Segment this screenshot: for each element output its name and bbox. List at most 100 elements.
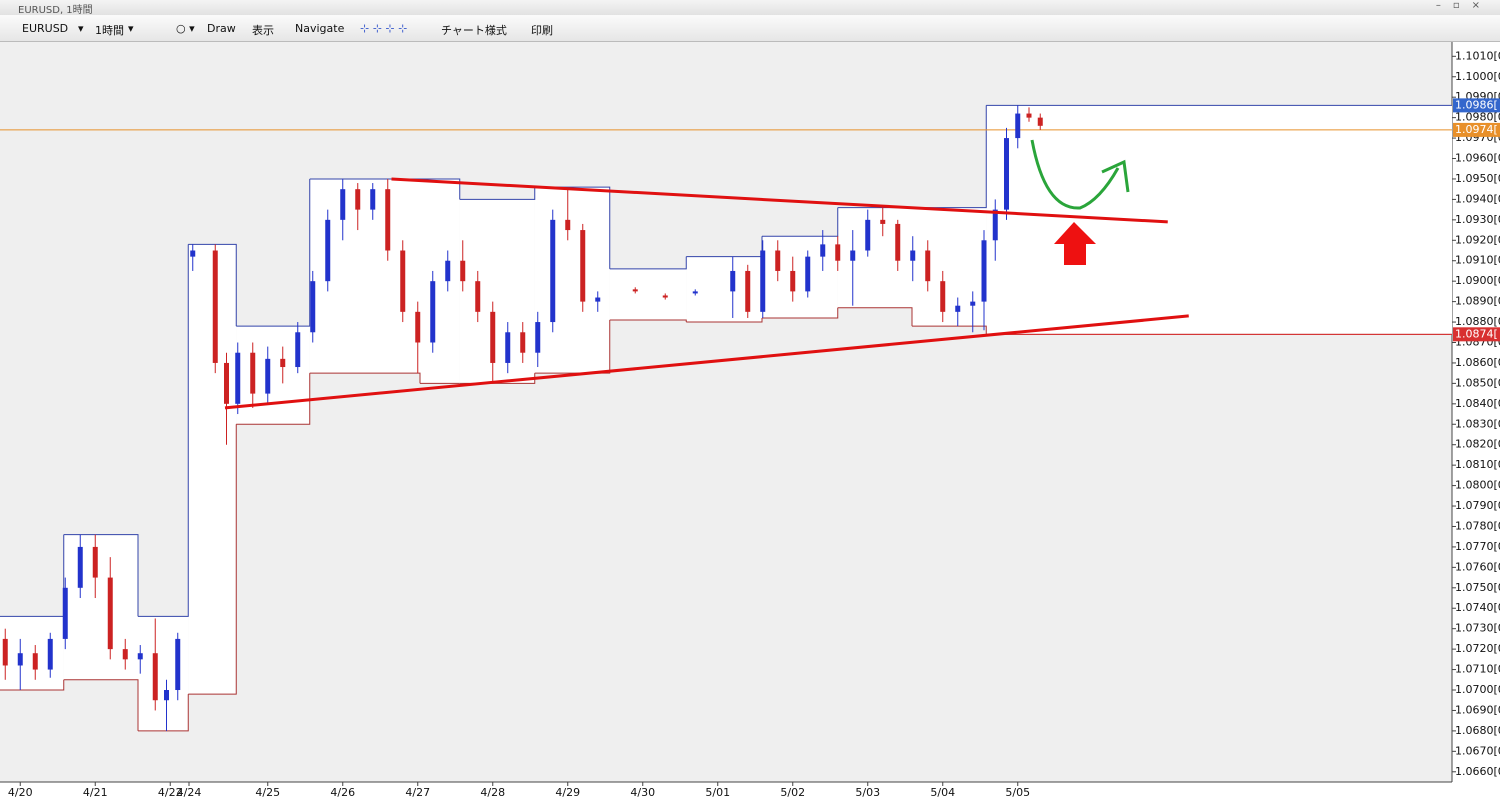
- y-tick-label: 1.0700[0: [1455, 683, 1500, 696]
- candle-body: [955, 305, 961, 312]
- print-menu[interactable]: 印刷: [531, 24, 553, 37]
- y-tick-label: 1.0980[0: [1455, 111, 1500, 124]
- x-tick-label: 5/03: [855, 786, 880, 799]
- channel-lower: [686, 317, 763, 323]
- y-tick-label: 1.0730[0: [1455, 622, 1500, 635]
- candle-body: [730, 270, 736, 292]
- candle-body: [595, 297, 601, 302]
- navigate-menu[interactable]: Navigate: [295, 22, 345, 35]
- candle-body: [475, 281, 481, 312]
- candle-body: [460, 260, 466, 282]
- channel-fill: [0, 616, 64, 691]
- candle-body: [175, 638, 181, 691]
- channel-lower: [534, 320, 611, 374]
- y-tick-label: 1.0690[0: [1455, 703, 1500, 716]
- symbol-select[interactable]: EURUSD: [22, 22, 69, 35]
- candle-body: [580, 230, 586, 302]
- channel-lower: [188, 424, 237, 695]
- candle-body: [280, 358, 286, 368]
- y-tick-label: 1.0780[0: [1455, 519, 1500, 532]
- channel-fill: [686, 256, 762, 323]
- candle-body: [295, 332, 301, 368]
- candle-body: [880, 219, 886, 224]
- x-tick-label: 4/21: [83, 786, 108, 799]
- candle-body: [505, 332, 511, 363]
- channel-fill: [534, 187, 610, 374]
- candle-body: [760, 250, 766, 312]
- price-level-box: [1453, 122, 1500, 137]
- candle-body: [1004, 138, 1009, 210]
- dropdown-arrow[interactable]: ▾: [78, 22, 84, 35]
- channel-lower: [762, 307, 839, 319]
- candle-body: [47, 638, 53, 670]
- channel-upper: [459, 187, 536, 200]
- trendline: [391, 177, 1168, 224]
- toolbar: EURUSD ▾ 1時間 ▾ ○ ▾ Draw 表示 Navigate ⊹ ⊹ …: [0, 15, 1500, 42]
- title-bar: EURUSD, 1時間 –▫×: [0, 0, 1500, 16]
- candle-body: [32, 653, 38, 670]
- candle-body: [820, 244, 826, 257]
- candle-body: [910, 250, 916, 261]
- channel-lower: [837, 307, 913, 327]
- y-tick-label: 1.0790[0: [1455, 499, 1500, 512]
- chart: 1.0660[0 1.0670[0 1.0680[0 1.0690[0 1.0700[0…: [0, 42, 1500, 801]
- candle-body: [77, 546, 83, 588]
- candle-body: [790, 270, 796, 292]
- channel-fill: [420, 178, 460, 384]
- candle-body: [235, 352, 241, 404]
- candle-body: [632, 289, 638, 292]
- candle-body: [745, 270, 751, 312]
- channel-upper: [236, 178, 311, 327]
- timeframe-select[interactable]: 1時間: [95, 24, 124, 37]
- dropdown-arrow[interactable]: ▾: [128, 22, 134, 35]
- window-title: EURUSD, 1時間: [18, 5, 93, 16]
- channel-upper: [912, 105, 987, 209]
- candle-body: [325, 219, 331, 282]
- window-controls[interactable]: –▫×: [1435, 0, 1492, 11]
- candle-body: [355, 189, 361, 210]
- candle-body: [430, 281, 436, 343]
- channel-upper: [420, 178, 461, 200]
- candle-body: [310, 281, 316, 333]
- candle-body: [895, 223, 901, 261]
- y-tick-label: 1.0840[0: [1455, 397, 1500, 410]
- channel-upper: [63, 534, 139, 617]
- channel-lower: [309, 372, 421, 384]
- x-tick-label: 4/27: [405, 786, 430, 799]
- cursor-tools[interactable]: ⊹ ⊹ ⊹ ⊹: [360, 22, 408, 35]
- candle-body: [164, 690, 169, 701]
- channel-lower: [138, 694, 189, 732]
- candle-body: [137, 653, 143, 660]
- price-axis-background: [1452, 42, 1500, 782]
- x-tick-label: 4/24: [177, 786, 202, 799]
- candle-body: [370, 189, 376, 210]
- candle-body: [107, 577, 113, 650]
- draw-menu[interactable]: Draw: [207, 22, 236, 35]
- y-tick-label: 1.1000[0: [1455, 70, 1500, 83]
- shape-tool[interactable]: ○ ▾: [176, 22, 195, 35]
- channel-fill: [138, 616, 189, 731]
- y-tick-label: 1.0820[0: [1455, 438, 1500, 451]
- y-tick-label: 1.0910[0: [1455, 254, 1500, 267]
- candle-body: [1026, 113, 1032, 118]
- y-tick-label: 1.0670[0: [1455, 744, 1500, 757]
- candle-body: [835, 244, 841, 261]
- view-menu[interactable]: 表示: [252, 24, 274, 37]
- x-tick-label: 5/05: [1005, 786, 1030, 799]
- y-tick-label: 1.0960[0: [1455, 152, 1500, 165]
- y-tick-label: 1.0710[0: [1455, 663, 1500, 676]
- candle-body: [992, 209, 998, 241]
- y-tick-label: 1.0770[0: [1455, 540, 1500, 553]
- channel-fill: [912, 207, 987, 327]
- candle-body: [520, 332, 526, 353]
- price-level-label: 1.0874[: [1455, 327, 1498, 340]
- x-tick-label: 5/01: [705, 786, 730, 799]
- candle-body: [1037, 117, 1043, 126]
- candle-body: [250, 352, 256, 394]
- chart-style-menu[interactable]: チャート様式: [441, 24, 507, 37]
- channel-upper: [609, 256, 687, 270]
- y-tick-label: 1.0920[0: [1455, 233, 1500, 246]
- candle-body: [190, 250, 196, 257]
- y-tick-label: 1.0940[0: [1455, 192, 1500, 205]
- channel-lower: [912, 325, 987, 335]
